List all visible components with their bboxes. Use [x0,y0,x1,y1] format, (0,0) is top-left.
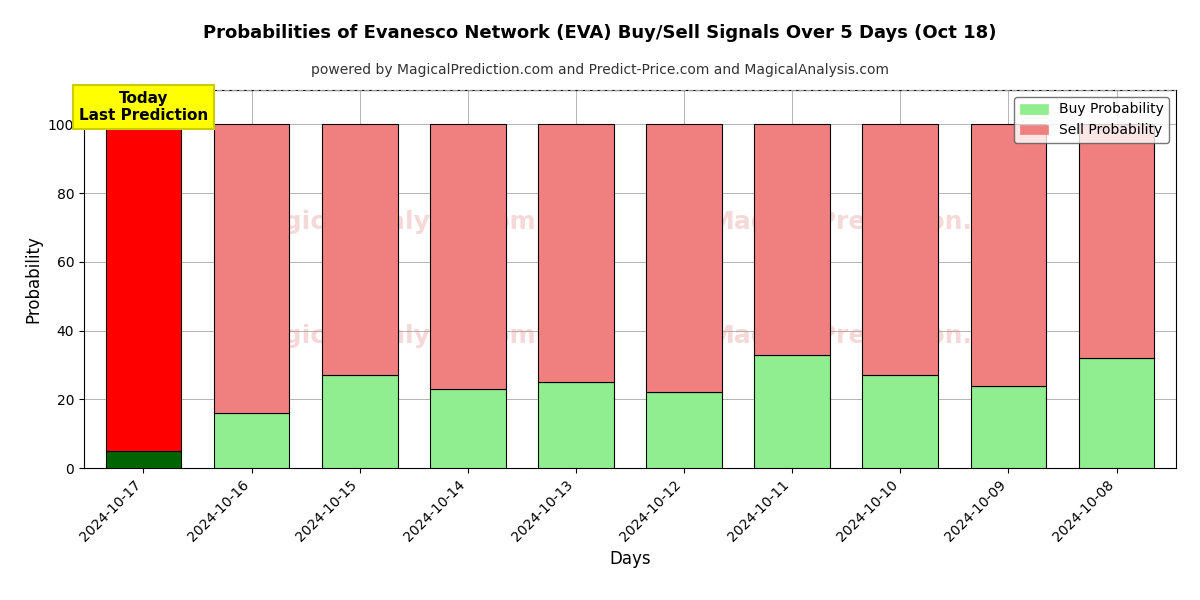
Bar [971,124,1046,386]
Bar [430,124,505,389]
Text: MagicalPrediction.com: MagicalPrediction.com [709,210,1031,234]
Bar [214,124,289,413]
Bar [538,124,613,382]
Legend: Buy Probability, Sell Probability: Buy Probability, Sell Probability [1014,97,1169,143]
Text: Today
Last Prediction: Today Last Prediction [79,91,208,124]
Bar [647,392,722,468]
Bar [971,386,1046,468]
Bar [647,124,722,392]
Text: Probabilities of Evanesco Network (EVA) Buy/Sell Signals Over 5 Days (Oct 18): Probabilities of Evanesco Network (EVA) … [203,24,997,42]
Bar [106,124,181,451]
Bar [1079,358,1154,468]
Bar [214,413,289,468]
Bar [538,382,613,468]
Y-axis label: Probability: Probability [24,235,42,323]
Text: powered by MagicalPrediction.com and Predict-Price.com and MagicalAnalysis.com: powered by MagicalPrediction.com and Pre… [311,63,889,77]
Bar [755,355,830,468]
Bar [1079,124,1154,358]
Bar [322,375,397,468]
Bar [322,124,397,375]
Bar [106,451,181,468]
Bar [863,375,938,468]
Bar [430,389,505,468]
Text: MagicalAnalysis.com: MagicalAnalysis.com [242,324,536,348]
Bar [863,124,938,375]
X-axis label: Days: Days [610,550,650,568]
Text: MagicalPrediction.com: MagicalPrediction.com [709,324,1031,348]
Text: MagicalAnalysis.com: MagicalAnalysis.com [242,210,536,234]
Bar [755,124,830,355]
